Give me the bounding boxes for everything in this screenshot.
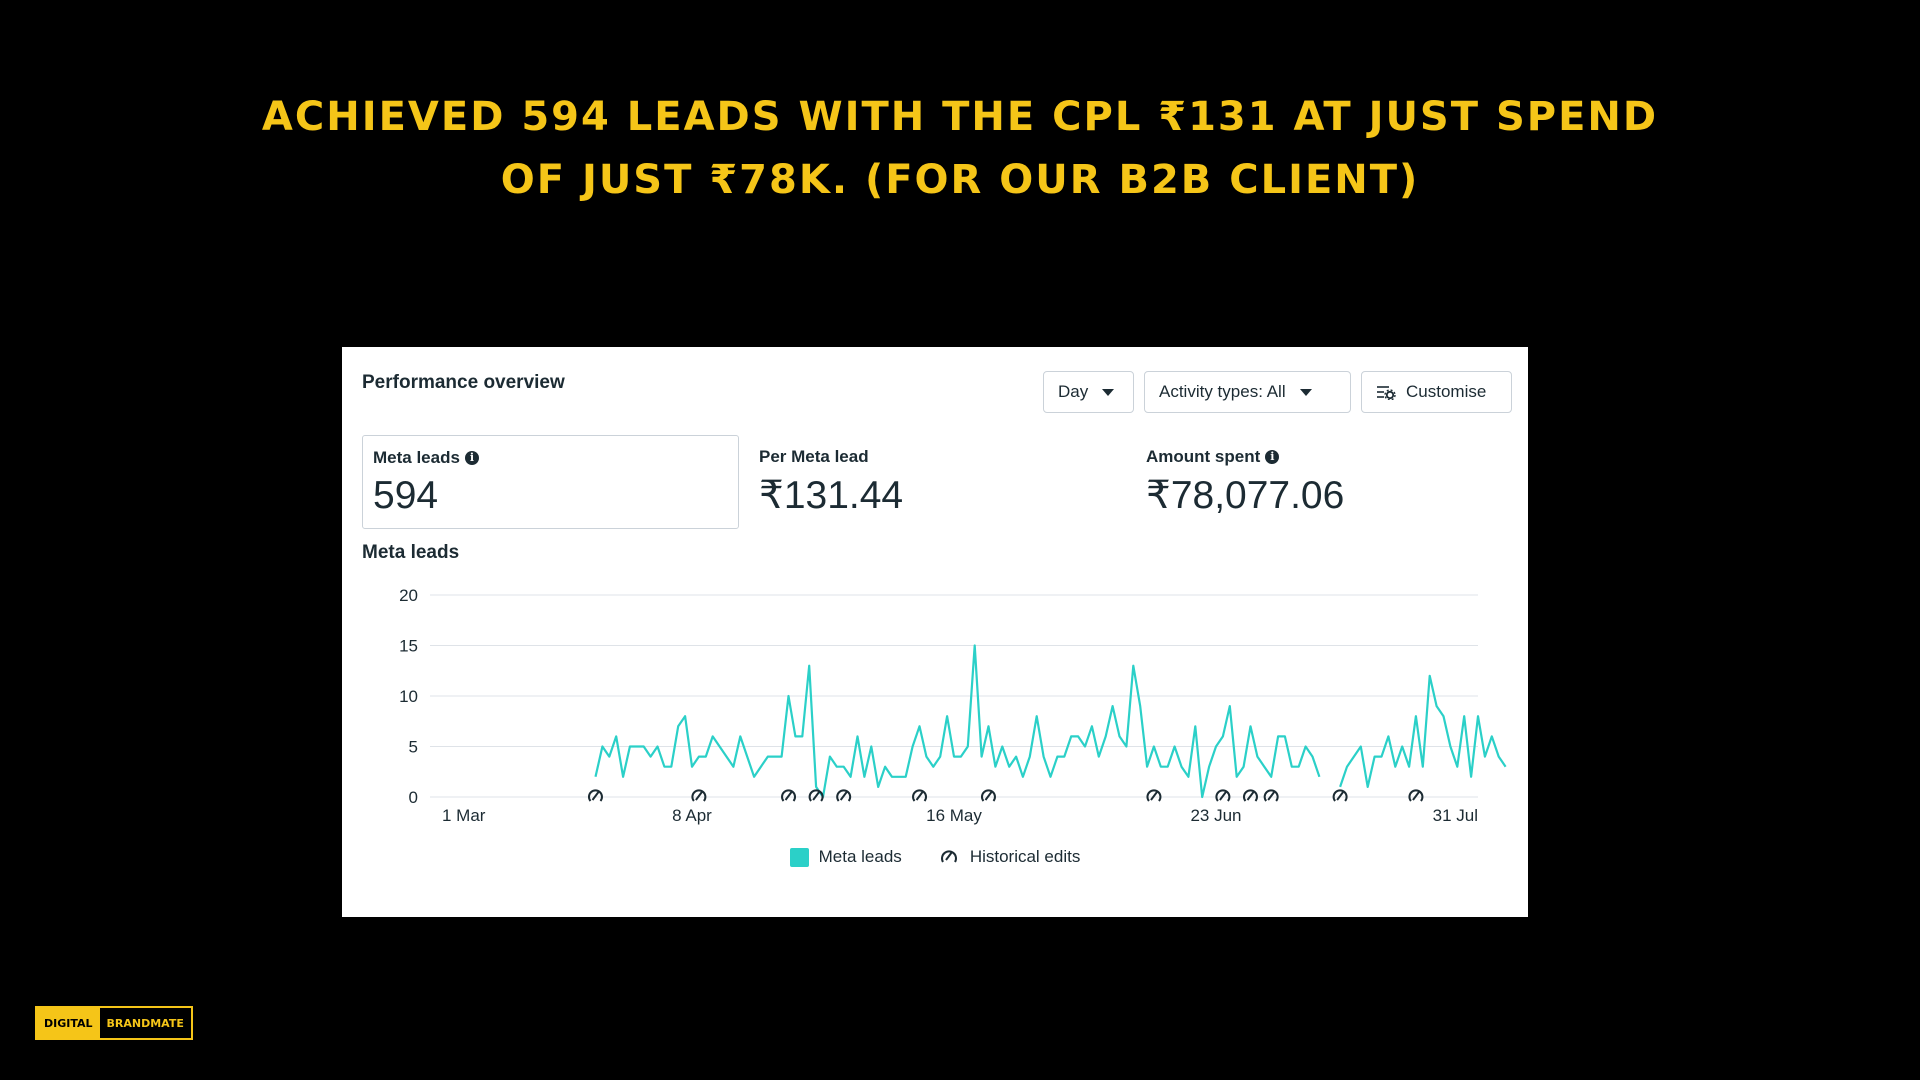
metric-value: ₹131.44 (759, 474, 904, 517)
series-line-meta-leads (594, 644, 1321, 799)
series-line-meta-leads (1339, 674, 1507, 788)
legend-label: Meta leads (818, 847, 902, 866)
chart-title: Meta leads (362, 542, 460, 563)
historical-edit-marker-icon[interactable] (836, 789, 852, 802)
customise-button[interactable]: Customise (1361, 371, 1512, 413)
panel-title: Performance overview (362, 372, 565, 393)
x-tick-label: 16 May (926, 806, 982, 825)
metric-label: Per Meta lead (759, 447, 869, 466)
meta-leads-line-chart: 0 5 10 15 20 1 Mar 8 Apr 16 May 23 Jun 31 Jul (399, 586, 1507, 825)
x-tick-label: 1 Mar (442, 806, 486, 825)
historical-edit-marker-icon[interactable] (1408, 789, 1424, 802)
x-tick-label: 23 Jun (1190, 806, 1241, 825)
customise-settings-icon (1376, 384, 1396, 400)
metric-per-meta-lead[interactable]: Per Meta lead ₹131.44 (749, 435, 1119, 529)
chart-legend: Meta leads Historical edits (342, 847, 1528, 867)
x-tick-label: 8 Apr (672, 806, 712, 825)
metric-amount-label-row: Amount spent i (1146, 447, 1496, 467)
logo-part-1: DIGITAL (37, 1008, 100, 1038)
historical-edit-marker-icon[interactable] (587, 789, 603, 802)
y-tick-label: 5 (409, 738, 418, 757)
legend-item-historical-edits[interactable]: Historical edits (938, 847, 1081, 867)
historical-edit-marker-icon[interactable] (1242, 789, 1258, 802)
caret-down-icon (1102, 388, 1115, 396)
y-tick-label: 0 (409, 788, 418, 807)
historical-edit-marker-icon[interactable] (912, 789, 928, 802)
historical-edit-marker-icon[interactable] (1263, 789, 1279, 802)
historical-edit-marker-icon[interactable] (691, 789, 707, 802)
logo-part-2: BRANDMATE (106, 1016, 184, 1030)
historical-edit-marker-icon[interactable] (980, 789, 996, 802)
metric-per-lead-label-row: Per Meta lead (759, 447, 1109, 467)
metric-amount-spent[interactable]: Amount spent i ₹78,077.06 (1136, 435, 1506, 529)
activity-types-label: Activity types: All (1159, 382, 1286, 401)
y-tick-label: 15 (399, 637, 418, 656)
historical-edit-marker-icon[interactable] (1215, 789, 1231, 802)
headline: Achieved 594 leads with the CPL ₹131 at … (261, 94, 1659, 203)
customise-label: Customise (1406, 382, 1487, 401)
historical-edit-marker-icon[interactable] (1332, 789, 1348, 802)
legend-swatch (789, 847, 809, 867)
y-tick-label: 10 (399, 687, 418, 706)
legend-item-meta-leads[interactable]: Meta leads (789, 847, 902, 867)
historical-edit-marker-icon[interactable] (1146, 789, 1162, 802)
legend-label: Historical edits (969, 847, 1081, 866)
metric-value: 594 (373, 474, 439, 517)
y-tick-label: 20 (399, 586, 418, 605)
metric-meta-leads-label-row: Meta leads i (373, 448, 728, 468)
day-dropdown[interactable]: Day (1043, 371, 1134, 413)
info-icon[interactable]: i (464, 451, 479, 465)
brand-logo: DIGITAL BRANDMATE (35, 1006, 193, 1040)
activity-types-dropdown[interactable]: Activity types: All (1144, 371, 1351, 413)
x-tick-label: 31 Jul (1433, 806, 1478, 825)
historical-edit-marker-icon[interactable] (808, 789, 824, 802)
historical-edit-marker-icon[interactable] (781, 789, 797, 802)
day-dropdown-label: Day (1058, 382, 1089, 401)
metric-label: Amount spent (1146, 447, 1261, 466)
info-icon[interactable]: i (1265, 450, 1280, 464)
performance-panel: Performance overview Day Activity types:… (342, 347, 1528, 917)
metric-label: Meta leads (373, 448, 460, 467)
historical-edit-icon (940, 850, 957, 863)
metric-value: ₹78,077.06 (1146, 474, 1345, 517)
caret-down-icon (1299, 388, 1312, 396)
metric-meta-leads[interactable]: Meta leads i 594 (362, 435, 739, 529)
